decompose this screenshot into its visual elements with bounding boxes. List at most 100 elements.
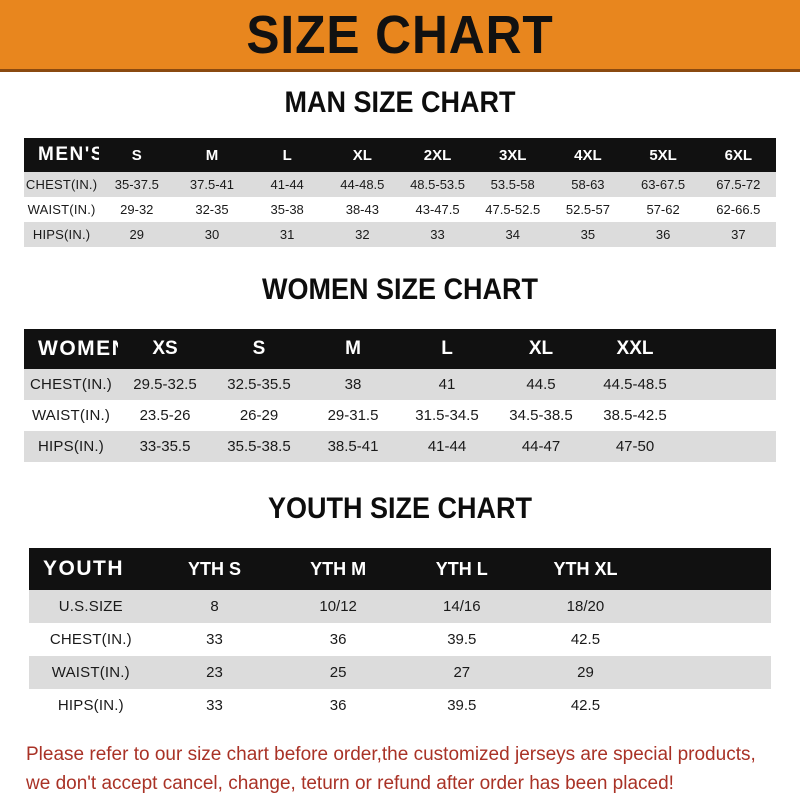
women-col-header-5: XL	[528, 338, 554, 359]
women-col-header-spacer	[682, 329, 776, 369]
man-waist-xl: 38-43	[345, 202, 379, 217]
table-header-row: YOUTH YTH S YTH M YTH L YTH XL	[29, 548, 771, 590]
man-waist-6xl: 62-66.5	[716, 202, 761, 217]
youth-chest-l: 39.5	[447, 631, 477, 648]
youth-ussize-m: 10/12	[319, 598, 357, 615]
youth-waist-xl: 29	[577, 664, 594, 681]
youth-waist-s: 23	[206, 664, 223, 681]
youth-corner-header: YOUTH	[43, 557, 124, 580]
man-col-header-7: 4XL	[574, 146, 602, 164]
table-header-row: WOMEN'S XS S M L XL XXL	[24, 329, 776, 369]
women-waist-xl: 34.5-38.5	[509, 407, 573, 424]
youth-col-header-3: YTH L	[435, 558, 488, 579]
youth-size-section: YOUTH SIZE CHART YOUTH YTH S YTH M YTH L…	[0, 492, 800, 722]
youth-row-label-ussize: U.S.SIZE	[58, 598, 123, 615]
youth-table-head: YOUTH YTH S YTH M YTH L YTH XL	[29, 548, 771, 590]
youth-chest-xl: 42.5	[570, 631, 601, 648]
page-title: SIZE CHART	[246, 4, 554, 65]
women-waist-l: 31.5-34.5	[415, 407, 479, 424]
man-col-header-8: 5XL	[649, 146, 677, 164]
youth-waist-m: 25	[329, 664, 347, 681]
man-chest-l: 41-44	[270, 177, 304, 192]
man-hips-s: 29	[129, 227, 145, 242]
man-waist-5xl: 57-62	[646, 202, 680, 217]
women-col-header-6: XXL	[616, 338, 654, 359]
man-table-body: CHEST(IN.) 35-37.5 37.5-41 41-44 44-48.5…	[24, 172, 776, 247]
women-chest-xs: 29.5-32.5	[133, 376, 197, 393]
women-hips-m: 38.5-41	[327, 438, 379, 455]
youth-col-header-2: YTH M	[310, 558, 367, 579]
table-row: HIPS(IN.) 29 30 31 32 33 34 35 36 37	[24, 222, 776, 247]
man-section-title: MAN SIZE CHART	[284, 86, 516, 119]
man-waist-m: 32-35	[195, 202, 229, 217]
table-row: WAIST(IN.) 23 25 27 29	[29, 656, 771, 689]
table-row: U.S.SIZE 8 10/12 14/16 18/20	[29, 590, 771, 623]
order-policy-line-2: we don't accept cancel, change, teturn o…	[26, 773, 674, 795]
women-hips-l: 41-44	[427, 438, 467, 455]
women-chest-s: 32.5-35.5	[227, 376, 291, 393]
youth-waist-l: 27	[453, 664, 471, 681]
youth-hips-s: 33	[206, 697, 223, 714]
table-row: CHEST(IN.) 35-37.5 37.5-41 41-44 44-48.5…	[24, 172, 776, 197]
women-waist-s: 26-29	[239, 407, 279, 424]
youth-ussize-s: 8	[210, 598, 219, 615]
youth-ussize-l: 14/16	[443, 598, 481, 615]
table-header-row: MEN'S S M L XL 2XL 3XL 4XL 5XL 6XL	[24, 138, 776, 172]
women-col-header-2: S	[252, 338, 266, 359]
man-hips-m: 30	[204, 227, 220, 242]
man-col-header-3: L	[282, 146, 292, 164]
youth-hips-spacer	[647, 689, 771, 722]
women-size-section: WOMEN SIZE CHART WOMEN'S XS S M L XL XXL…	[0, 273, 800, 462]
man-col-header-6: 3XL	[498, 146, 527, 164]
man-waist-3xl: 47.5-52.5	[485, 202, 541, 217]
youth-row-label-hips: HIPS(IN.)	[57, 697, 124, 714]
women-hips-xs: 33-35.5	[139, 438, 191, 455]
women-row-label-hips: HIPS(IN.)	[38, 438, 104, 455]
women-col-header-1: XS	[152, 338, 178, 359]
table-row: HIPS(IN.) 33 36 39.5 42.5	[29, 689, 771, 722]
man-corner-header: MEN'S	[38, 144, 100, 165]
youth-col-header-4: YTH XL	[553, 558, 618, 579]
man-waist-4xl: 52.5-57	[565, 202, 610, 217]
man-chest-6xl: 67.5-72	[716, 177, 761, 192]
man-waist-l: 35-38	[270, 202, 304, 217]
youth-table-body: U.S.SIZE 8 10/12 14/16 18/20 CHEST(IN.) …	[29, 590, 771, 722]
man-col-header-9: 6XL	[724, 146, 753, 164]
women-waist-xs: 23.5-26	[139, 407, 191, 424]
women-size-table: WOMEN'S XS S M L XL XXL CHEST(IN.) 29.5-…	[24, 329, 776, 462]
youth-row-label-chest: CHEST(IN.)	[49, 631, 132, 648]
man-waist-s: 29-32	[120, 202, 154, 217]
women-hips-spacer	[682, 431, 776, 462]
man-col-header-1: S	[131, 146, 142, 164]
women-corner-header: WOMEN'S	[38, 337, 118, 360]
table-row: HIPS(IN.) 33-35.5 35.5-38.5 38.5-41 41-4…	[24, 431, 776, 462]
man-chest-3xl: 53.5-58	[490, 177, 535, 192]
table-row: CHEST(IN.) 33 36 39.5 42.5	[29, 623, 771, 656]
youth-section-title: YOUTH SIZE CHART	[267, 492, 533, 525]
youth-size-table: YOUTH YTH S YTH M YTH L YTH XL U.S.SIZE …	[29, 548, 771, 722]
youth-chest-m: 36	[329, 631, 347, 648]
man-size-section: MAN SIZE CHART MEN'S S M L XL 2XL 3XL 4X…	[0, 86, 800, 247]
man-table-head: MEN'S S M L XL 2XL 3XL 4XL 5XL 6XL	[24, 138, 776, 172]
order-policy-line-1: Please refer to our size chart before or…	[26, 744, 756, 765]
man-hips-2xl: 33	[430, 227, 445, 242]
man-chest-m: 37.5-41	[189, 177, 235, 192]
women-hips-xl: 44-47	[521, 438, 561, 455]
man-row-label-chest: CHEST(IN.)	[25, 177, 98, 192]
youth-hips-xl: 42.5	[570, 697, 601, 714]
man-hips-6xl: 37	[731, 227, 746, 242]
man-chest-5xl: 63-67.5	[641, 177, 686, 192]
women-waist-spacer	[682, 400, 776, 431]
man-col-header-4: XL	[352, 146, 372, 164]
man-col-header-2: M	[205, 146, 219, 164]
man-row-label-hips: HIPS(IN.)	[32, 227, 91, 242]
women-waist-xxl: 38.5-42.5	[603, 407, 667, 424]
women-chest-xl: 44.5	[526, 376, 556, 393]
women-chest-l: 41	[438, 376, 456, 393]
women-hips-xxl: 47-50	[615, 438, 655, 455]
man-chest-4xl: 58-63	[571, 177, 605, 192]
youth-waist-spacer	[647, 656, 771, 689]
order-policy-note: Please refer to our size chart before or…	[0, 740, 800, 799]
women-waist-m: 29-31.5	[327, 407, 379, 424]
women-chest-m: 38	[344, 376, 362, 393]
